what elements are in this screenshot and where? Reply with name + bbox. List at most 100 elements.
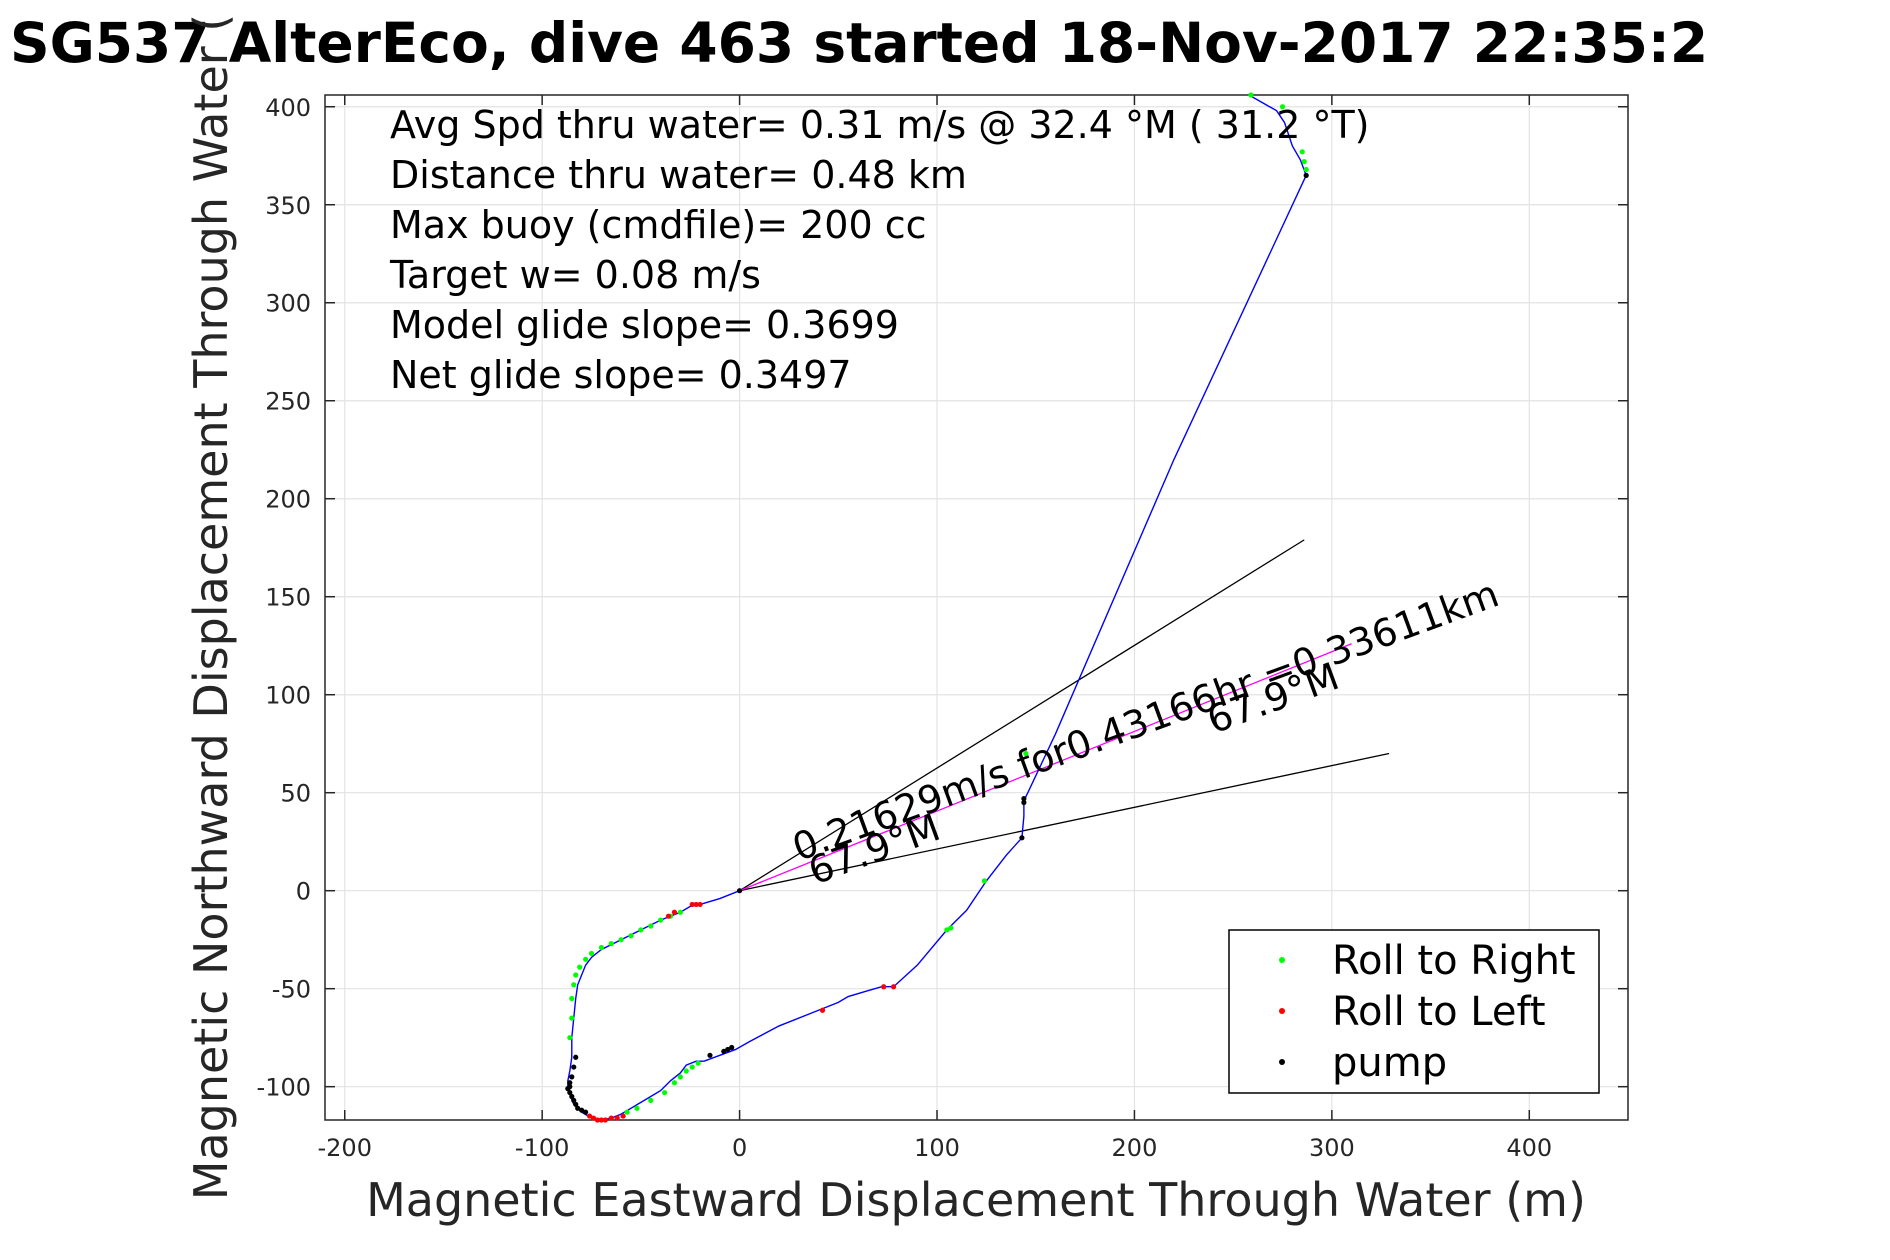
marker-roll-to-right	[944, 927, 950, 933]
stats-line: Net glide slope= 0.3497	[390, 353, 852, 397]
marker-pump	[573, 1101, 579, 1107]
marker-roll-to-left	[602, 1117, 608, 1123]
marker-roll-to-right	[677, 909, 683, 915]
stats-line: Max buoy (cmdfile)= 200 cc	[390, 203, 927, 247]
marker-pump	[1021, 795, 1027, 802]
marker-roll-to-right	[689, 1064, 695, 1070]
x-axis-label: Magnetic Eastward Displacement Through W…	[366, 1173, 1586, 1227]
marker-roll-to-left	[594, 1117, 601, 1123]
marker-roll-to-right	[569, 1015, 575, 1021]
y-tick-label: -100	[257, 1074, 311, 1102]
x-tick-label: 300	[1309, 1134, 1355, 1162]
y-axis-label: Magnetic Northward Displacement Through …	[184, 14, 238, 1200]
marker-pump	[736, 888, 743, 894]
marker-roll-to-right	[569, 995, 575, 1002]
y-tick-label: 50	[280, 780, 311, 808]
chart-title: SG537 AlterEco, dive 463 started 18-Nov-…	[10, 11, 1708, 75]
x-tick-label: 0	[732, 1134, 747, 1162]
marker-pump	[725, 1046, 731, 1053]
marker-roll-to-right	[618, 937, 624, 943]
marker-pump	[1021, 799, 1027, 806]
legend-label: Roll to Left	[1332, 989, 1546, 1035]
marker-roll-to-right	[628, 933, 634, 939]
legend-entries: Roll to Right Roll to Left pump	[1279, 938, 1576, 1086]
marker-pump	[569, 1093, 575, 1100]
heading-line	[739, 752, 1390, 892]
x-tick-label: 200	[1112, 1134, 1158, 1162]
marker-roll-to-left	[671, 909, 678, 915]
legend-marker	[1279, 1008, 1285, 1014]
y-tick-label: 300	[265, 290, 311, 318]
marker-pump	[707, 1052, 713, 1058]
plot-frame	[324, 94, 1629, 1121]
marker-roll-to-right	[658, 917, 664, 923]
marker-roll-to-right	[577, 964, 583, 970]
marker-roll-to-right	[1301, 159, 1307, 165]
marker-roll-to-right	[608, 941, 614, 947]
stats-text: Avg Spd thru water= 0.31 m/s @ 32.4 °M (…	[389, 103, 1370, 397]
stats-line: Target w= 0.08 m/s	[389, 253, 761, 297]
marker-roll-to-right	[567, 1035, 573, 1041]
marker-roll-to-right	[677, 1074, 683, 1080]
marker-pump	[583, 1109, 589, 1115]
marker-roll-to-left	[890, 984, 897, 990]
marker-roll-to-right	[648, 923, 654, 929]
legend-label: Roll to Right	[1332, 938, 1576, 984]
x-tick-label: -100	[515, 1134, 569, 1162]
marker-pump	[573, 1054, 579, 1060]
track-line	[567, 94, 1307, 1121]
marker-roll-to-right	[1248, 92, 1254, 98]
y-tick-label: 0	[296, 878, 311, 906]
markers	[565, 92, 1309, 1123]
marker-roll-to-right	[948, 925, 954, 931]
marker-roll-to-right	[624, 1109, 630, 1115]
heading-line	[739, 643, 1352, 892]
legend-marker	[1279, 1059, 1285, 1065]
marker-pump	[721, 1048, 727, 1055]
x-tick-label: 100	[914, 1134, 960, 1162]
heading-line	[739, 539, 1305, 892]
y-tick-label: 200	[265, 486, 311, 514]
legend-marker	[1279, 957, 1285, 963]
legend-box	[1228, 929, 1600, 1094]
y-tick-label: 400	[265, 94, 311, 122]
marker-roll-to-right	[661, 1089, 668, 1096]
marker-pump	[729, 1044, 735, 1051]
legend-label: pump	[1332, 1040, 1447, 1086]
marker-roll-to-right	[573, 972, 579, 978]
marker-pump	[567, 1089, 573, 1096]
marker-roll-to-right	[638, 927, 644, 933]
marker-pump	[1303, 172, 1309, 178]
marker-roll-to-right	[1279, 104, 1286, 110]
legend: Roll to Right Roll to Left pump	[1228, 929, 1600, 1094]
y-tick-label: 350	[265, 192, 311, 220]
marker-roll-to-right	[588, 950, 595, 957]
marker-roll-to-left	[697, 901, 703, 908]
marker-pump	[575, 1105, 581, 1111]
track	[567, 94, 1307, 1121]
marker-roll-to-right	[648, 1097, 654, 1104]
marker-roll-to-right	[598, 944, 604, 951]
marker-pump	[565, 1086, 571, 1092]
marker-roll-to-left	[689, 901, 695, 908]
marker-pump	[1019, 835, 1025, 841]
marker-roll-to-right	[1299, 149, 1305, 155]
annotations: 0.21629m/s for0.43166hr =0.33611km67.9°M…	[787, 571, 1505, 893]
marker-roll-to-left	[665, 913, 672, 919]
heading-lines	[739, 539, 1390, 892]
marker-roll-to-left	[590, 1115, 597, 1121]
marker-roll-to-right	[671, 1080, 678, 1086]
stats-line: Distance thru water= 0.48 km	[390, 153, 967, 197]
y-tick-label: 100	[265, 682, 311, 710]
marker-pump	[571, 1064, 577, 1070]
y-tick-label: 250	[265, 388, 311, 416]
marker-roll-to-right	[1023, 750, 1029, 757]
y-tick-label: 150	[265, 584, 311, 612]
marker-roll-to-right	[634, 1105, 640, 1111]
marker-pump	[567, 1080, 573, 1086]
y-tick-label: -50	[272, 976, 311, 1004]
marker-pump	[571, 1097, 577, 1104]
marker-roll-to-left	[608, 1115, 614, 1121]
x-axis-ticks: -200 -100 0 100 200 300 400	[318, 95, 1552, 1162]
marker-roll-to-right	[981, 878, 987, 884]
